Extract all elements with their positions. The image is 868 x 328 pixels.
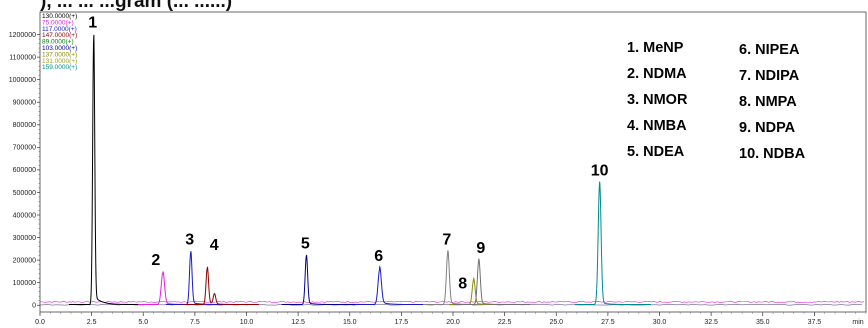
- compound-legend: 1. MeNP 2. NDMA 3. NMOR 4. NMBA 5. NDEA 6. NI…: [627, 40, 806, 162]
- y-tick-label: 200000: [13, 257, 36, 264]
- x-tick-label: 35.0: [756, 319, 770, 326]
- legend-item: 4. NMBA: [627, 118, 687, 134]
- peak-10-trace: [574, 181, 652, 306]
- y-tick-label: 800000: [13, 122, 36, 129]
- peak-labels: 1 2 3 4 5 6 7 8 9 10: [88, 14, 608, 292]
- peak-4-label: 4: [210, 237, 219, 254]
- x-tick-label: 0.0: [35, 319, 45, 326]
- ion-label: 89.0000(+): [42, 39, 74, 46]
- ion-label: 103.0000(+): [42, 45, 77, 52]
- peak-5-trace: [281, 254, 359, 306]
- x-tick-label: 2.5: [87, 319, 97, 326]
- legend-item: 9. NDPA: [739, 120, 796, 136]
- peak-7-label: 7: [442, 231, 451, 248]
- chromatogram-traces: [39, 34, 865, 306]
- ion-legend: 130.0000(+)75.0000(+)117.0000(+)147.0000…: [42, 13, 77, 71]
- ion-label: 130.0000(+): [42, 13, 77, 20]
- x-tick-label: 22.5: [498, 319, 512, 326]
- peak-1-trace: [68, 34, 146, 306]
- y-tick-label: 1000000: [9, 77, 36, 84]
- legend-item: 2. NDMA: [627, 66, 687, 82]
- x-axis-label: min: [852, 319, 863, 326]
- legend-item: 10. NDBA: [739, 146, 806, 162]
- y-tick-label: 1200000: [9, 32, 36, 39]
- peak-1-label: 1: [88, 14, 97, 31]
- ion-label: 117.0000(+): [42, 26, 77, 33]
- y-tick-label: 700000: [13, 145, 36, 152]
- chart-title: ), ... ... ...gram (... ......): [40, 0, 233, 12]
- y-tick-label: 600000: [13, 167, 36, 174]
- ion-label: 75.0000(+): [42, 19, 74, 26]
- ion-label: 159.0000(+): [42, 64, 77, 71]
- y-tick-label: 100000: [13, 280, 36, 287]
- peak-6-label: 6: [374, 248, 383, 265]
- y-axis: 0 100000 200000 300000 400000 500000 600000 700…: [9, 32, 40, 310]
- legend-item: 5. NDEA: [627, 144, 685, 160]
- legend-item: 6. NIPEA: [739, 42, 800, 58]
- x-tick-label: 37.5: [808, 319, 822, 326]
- x-axis: 0.0 2.5 5.0 7.5 10.0 12.5 15.0 17.5 20.0 22.5 25.0…: [35, 312, 867, 326]
- peak-6-trace: [354, 265, 432, 306]
- x-tick-label: 12.5: [291, 319, 305, 326]
- x-tick-label: 10.0: [240, 319, 254, 326]
- x-tick-label: 7.5: [190, 319, 200, 326]
- x-tick-label: 5.0: [138, 319, 148, 326]
- peak-2-trace: [138, 271, 215, 306]
- peak-3-label: 3: [185, 231, 194, 248]
- peak-9-trace: [454, 258, 531, 306]
- peak-8-label: 8: [458, 275, 467, 292]
- peak-4-trace: [182, 266, 259, 306]
- x-tick-label: 32.5: [704, 319, 718, 326]
- legend-item: 8. NMPA: [739, 94, 797, 110]
- y-tick-label: 1100000: [9, 54, 36, 61]
- peak-9-label: 9: [476, 240, 485, 257]
- legend-item: 7. NDIPA: [739, 68, 800, 84]
- ion-label: 137.0000(+): [42, 51, 77, 58]
- ion-label: 131.0000(+): [42, 58, 77, 65]
- y-tick-label: 0: [32, 303, 36, 310]
- legend-item: 1. MeNP: [627, 40, 684, 56]
- ion-label: 147.0000(+): [42, 32, 77, 39]
- x-tick-label: 27.5: [601, 319, 615, 326]
- x-tick-label: 30.0: [653, 319, 667, 326]
- peak-2-label: 2: [151, 252, 160, 269]
- y-tick-label: 900000: [13, 100, 36, 107]
- x-tick-label: 15.0: [343, 319, 357, 326]
- x-tick-label: 25.0: [549, 319, 563, 326]
- x-tick-label: 20.0: [446, 319, 460, 326]
- legend-item: 3. NMOR: [627, 92, 688, 108]
- peak-5-label: 5: [301, 235, 310, 252]
- peak-3-trace: [165, 251, 243, 306]
- peak-10-label: 10: [591, 163, 609, 180]
- y-tick-label: 500000: [13, 190, 36, 197]
- x-tick-label: 17.5: [395, 319, 409, 326]
- y-tick-label: 300000: [13, 235, 36, 242]
- y-tick-label: 400000: [13, 212, 36, 219]
